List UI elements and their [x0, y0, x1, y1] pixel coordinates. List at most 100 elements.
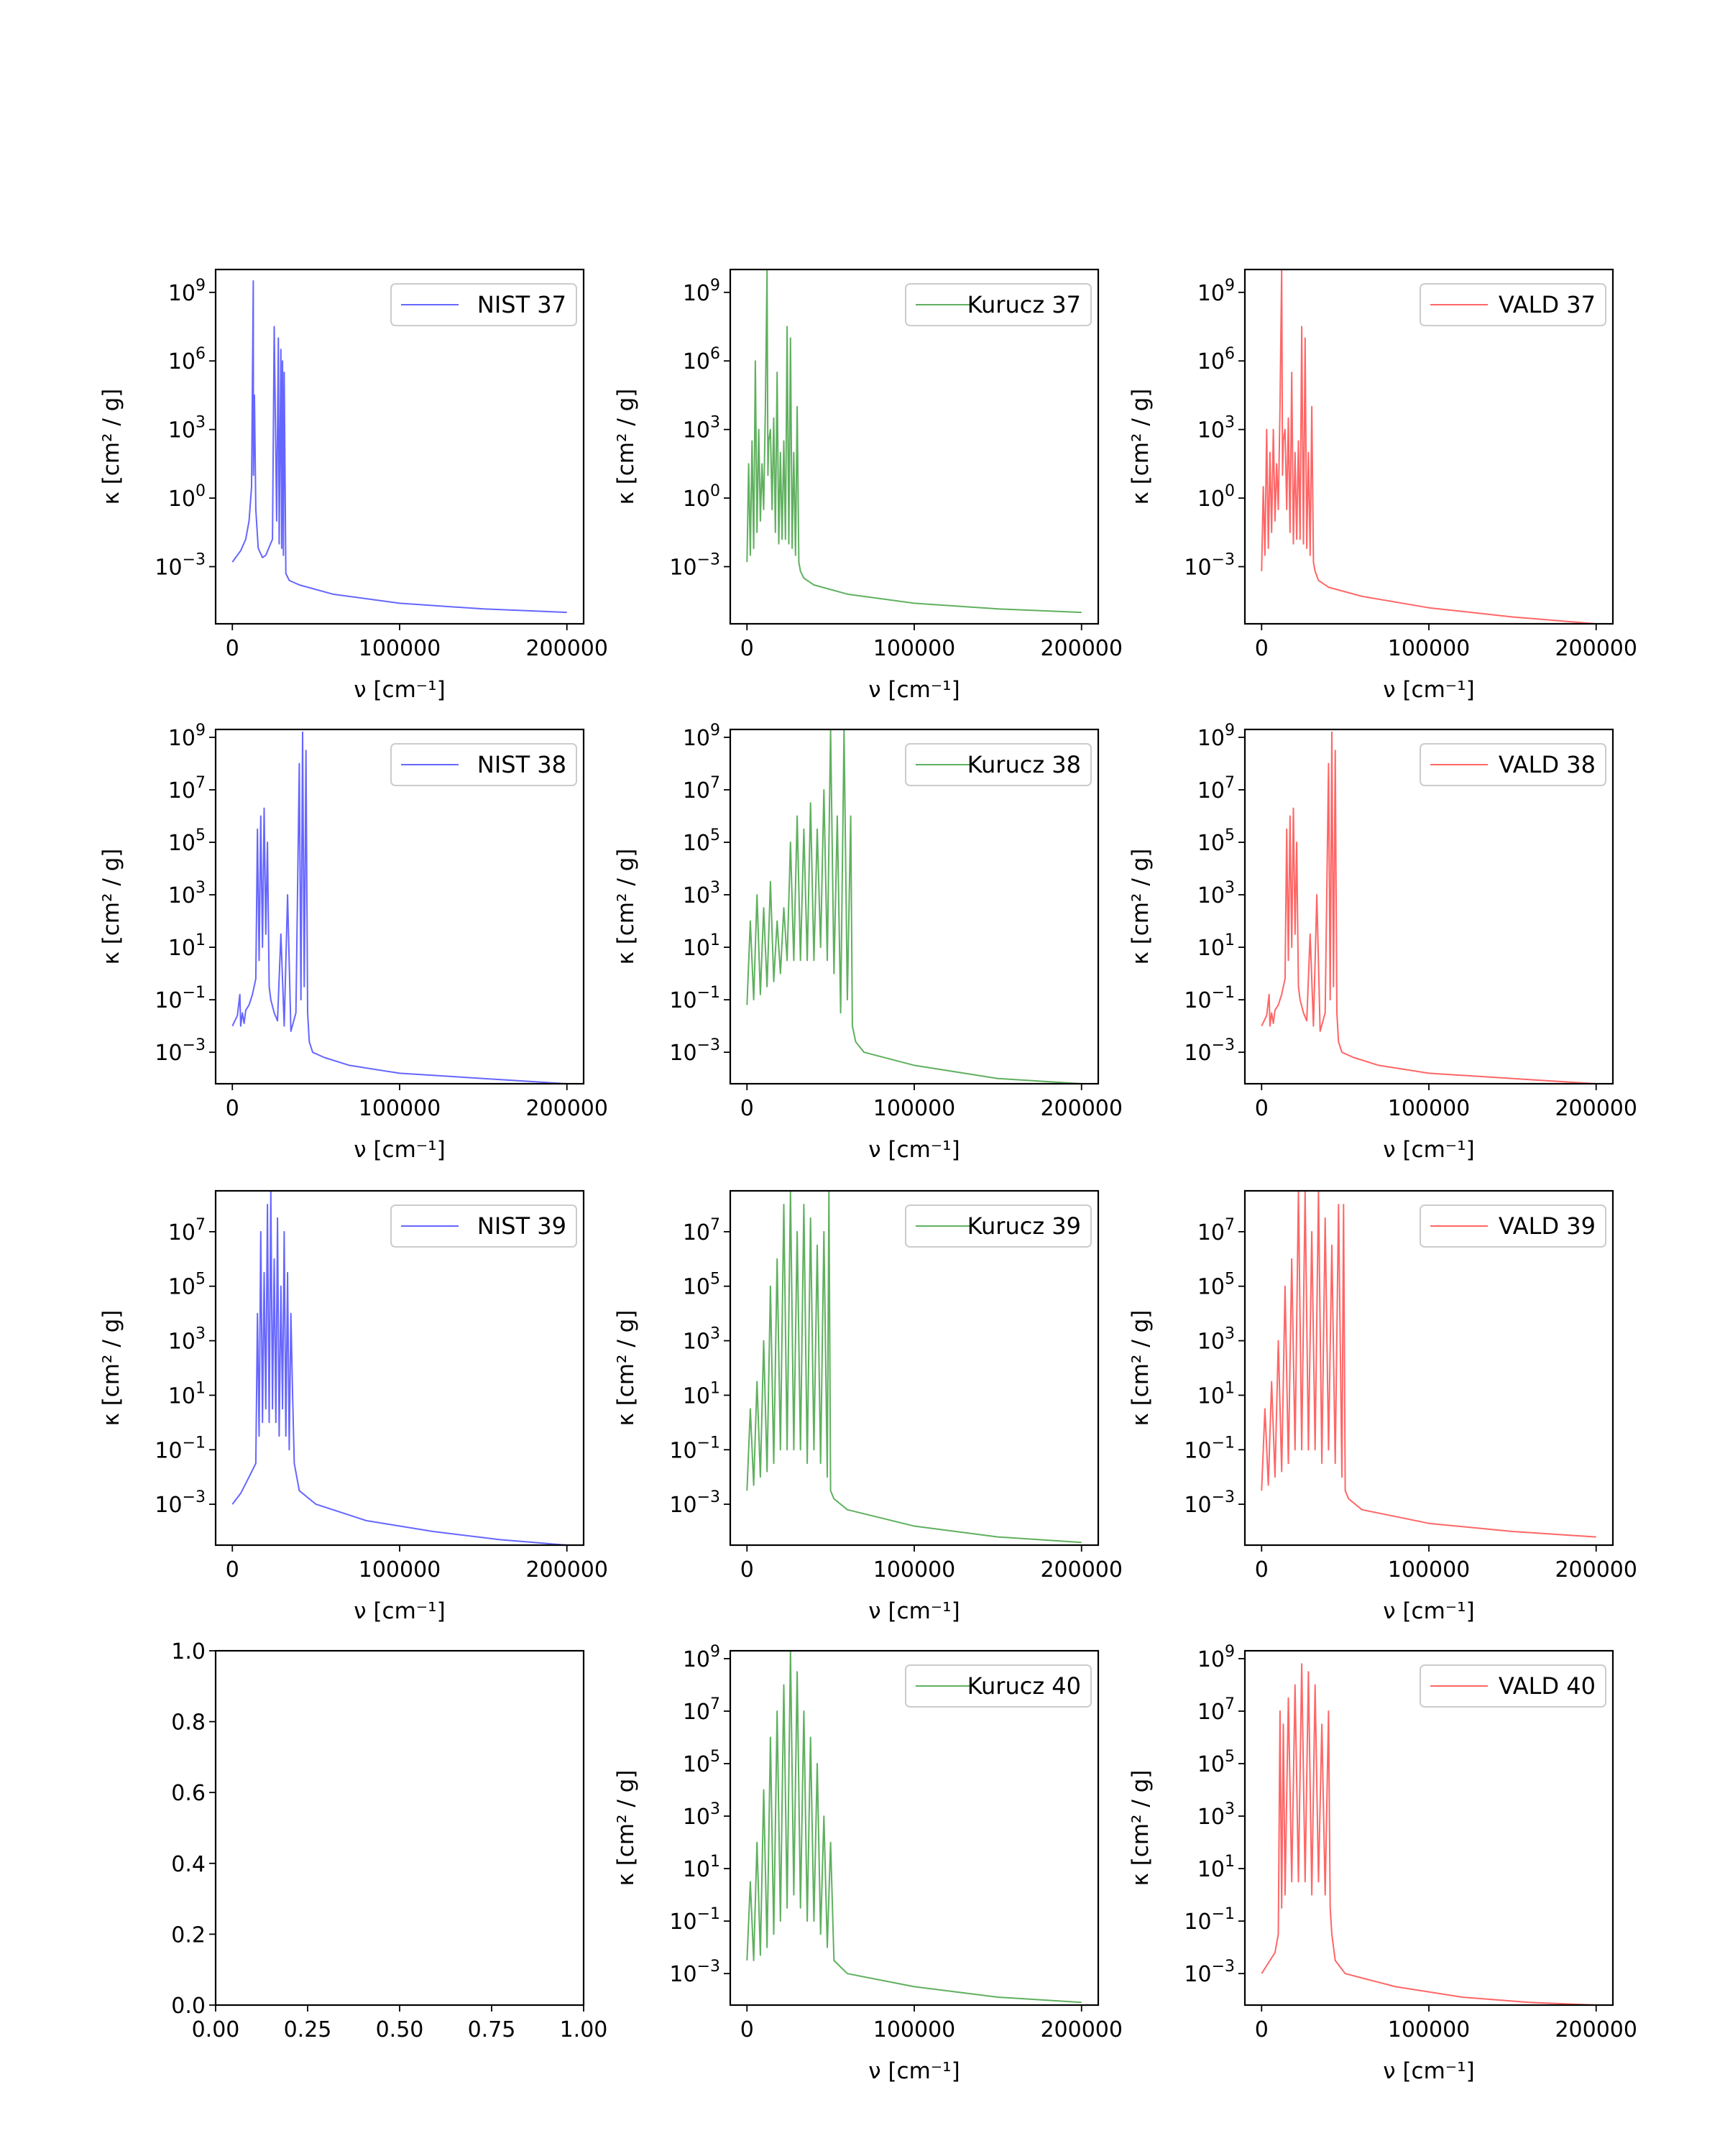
legend-box	[905, 743, 1092, 786]
y-tick-label: 101	[168, 1379, 206, 1409]
series-line-kurucz-38	[746, 729, 1082, 1084]
x-tick-label: 100000	[873, 1096, 956, 1121]
y-axis-label: κ [cm² / g]	[98, 1310, 124, 1427]
y-axis-label: κ [cm² / g]	[98, 849, 124, 965]
legend: Kurucz 38	[905, 743, 1092, 786]
y-axis-label: κ [cm² / g]	[613, 849, 639, 965]
subplot-8: 0 100000 200000 10−3 10−1 101 103 105 107 ν [cm⁻¹…	[613, 1189, 1123, 1624]
x-axis-label: ν [cm⁻¹]	[868, 677, 960, 703]
subplot-4: 0 100000 200000 10−3 10−1 101 103 105 107 109 ν [c…	[98, 722, 608, 1163]
y-axis-label: κ [cm² / g]	[98, 389, 124, 505]
y-tick-label: 101	[683, 1853, 720, 1882]
y-tick-label: 10−3	[1184, 1036, 1235, 1066]
y-tick-label: 10−3	[155, 550, 206, 580]
x-tick-label: 100000	[359, 1096, 441, 1121]
y-tick-label: 10−1	[1184, 1905, 1235, 1935]
x-tick-label: 200000	[1555, 2017, 1637, 2042]
legend-box	[1420, 1204, 1606, 1248]
y-tick-label: 109	[168, 722, 206, 751]
x-tick-label: 1.00	[560, 2017, 608, 2042]
subplot-12: 0 100000 200000 10−3 10−1 101 103 105 107 109 ν [c…	[1128, 1643, 1637, 2084]
x-tick-label: 100000	[1388, 636, 1471, 661]
y-tick-label: 103	[1197, 879, 1235, 908]
subplot-1: 0 100000 200000 10−3 100 103 106 109 ν [cm⁻¹] κ […	[98, 268, 608, 703]
x-tick-label: 0.50	[376, 2017, 424, 2042]
legend-box	[905, 1664, 1092, 1708]
y-tick-label: 103	[1197, 1325, 1235, 1355]
subplot-3: 0 100000 200000 10−3 100 103 106 109 ν [cm⁻¹] κ […	[1128, 268, 1637, 703]
x-axis-label: ν [cm⁻¹]	[868, 1137, 960, 1163]
y-tick-label: 100	[1197, 482, 1235, 512]
x-tick-label: 0	[740, 1557, 754, 1583]
x-axis-label: ν [cm⁻¹]	[868, 2058, 960, 2084]
y-axis-label: κ [cm² / g]	[613, 389, 639, 505]
series-line-vald-40	[1261, 1663, 1596, 2005]
y-tick-label: 101	[1197, 1379, 1235, 1409]
x-tick-label: 200000	[1555, 636, 1637, 661]
x-tick-label: 100000	[873, 636, 956, 661]
y-tick-label: 103	[683, 414, 720, 443]
x-tick-label: 0	[740, 636, 754, 661]
axes-frame	[214, 1649, 585, 2007]
x-tick-label: 0	[226, 1557, 239, 1583]
subplot-9: 0 100000 200000 10−3 10−1 101 103 105 107 ν [cm⁻¹…	[1128, 1189, 1637, 1624]
y-axis-label: κ [cm² / g]	[613, 1310, 639, 1427]
legend-label: Kurucz 37	[967, 291, 1081, 318]
y-tick-label: 109	[1197, 277, 1235, 306]
subplot-11: 0 100000 200000 10−3 10−1 101 103 105 107 109 ν [c…	[613, 1643, 1123, 2084]
y-axis-label: κ [cm² / g]	[1128, 1770, 1154, 1886]
legend-box	[905, 1204, 1092, 1248]
legend: VALD 38	[1420, 743, 1606, 786]
y-tick-label: 0.8	[171, 1710, 206, 1736]
x-tick-label: 200000	[1555, 1557, 1637, 1583]
legend-box	[390, 743, 577, 786]
y-tick-label: 109	[1197, 1643, 1235, 1672]
y-tick-label: 107	[168, 774, 206, 803]
legend: Kurucz 40	[905, 1664, 1092, 1708]
y-tick-label: 105	[168, 826, 206, 856]
y-tick-label: 10−3	[1184, 550, 1235, 580]
y-tick-label: 1.0	[171, 1639, 206, 1664]
y-tick-label: 100	[683, 482, 720, 512]
x-tick-label: 200000	[1555, 1096, 1637, 1121]
y-tick-label: 109	[683, 1643, 720, 1672]
subplot-7: 0 100000 200000 10−3 10−1 101 103 105 107 ν [cm⁻¹…	[98, 1189, 608, 1624]
x-tick-label: 200000	[1040, 2017, 1123, 2042]
legend-box	[390, 1204, 577, 1248]
y-tick-label: 101	[1197, 1853, 1235, 1882]
legend: NIST 37	[390, 283, 577, 326]
y-tick-label: 109	[683, 722, 720, 751]
legend: Kurucz 37	[905, 283, 1092, 326]
x-tick-label: 100000	[1388, 2017, 1471, 2042]
y-tick-label: 10−3	[669, 550, 720, 580]
x-tick-label: 100000	[873, 1557, 956, 1583]
legend-label: VALD 40	[1499, 1672, 1596, 1700]
x-axis-label: ν [cm⁻¹]	[354, 677, 445, 703]
y-tick-label: 0.0	[171, 1994, 206, 2019]
y-tick-label: 101	[1197, 931, 1235, 961]
y-tick-label: 10−1	[669, 984, 720, 1013]
subplot-2: 0 100000 200000 10−3 100 103 106 109 ν [cm⁻¹] κ […	[613, 268, 1123, 703]
y-tick-label: 103	[683, 1325, 720, 1355]
subplot-6: 0 100000 200000 10−3 10−1 101 103 105 107 109 ν [c…	[1128, 722, 1637, 1163]
x-axis-label: ν [cm⁻¹]	[1383, 1598, 1474, 1624]
y-tick-label: 107	[683, 1695, 720, 1725]
x-tick-label: 0	[740, 1096, 754, 1121]
x-tick-label: 200000	[525, 1096, 608, 1121]
y-tick-label: 105	[1197, 1271, 1235, 1300]
series-line-vald-38	[1261, 731, 1596, 1084]
x-tick-label: 0.25	[284, 2017, 332, 2042]
y-tick-label: 10−1	[155, 1434, 206, 1463]
legend: VALD 39	[1420, 1204, 1606, 1248]
y-tick-label: 10−3	[155, 1036, 206, 1066]
legend-box	[1420, 1664, 1606, 1708]
x-tick-label: 200000	[525, 1557, 608, 1583]
x-axis-label: ν [cm⁻¹]	[354, 1598, 445, 1624]
subplot-10: 0.00 0.25 0.50 0.75 1.00 0.0 0.2 0.4 0.6 0.8 1.0	[171, 1639, 607, 2042]
legend: VALD 37	[1420, 283, 1606, 326]
legend: VALD 40	[1420, 1664, 1606, 1708]
y-tick-label: 105	[1197, 826, 1235, 856]
legend: NIST 39	[390, 1204, 577, 1248]
y-tick-label: 10−3	[1184, 1958, 1235, 1987]
